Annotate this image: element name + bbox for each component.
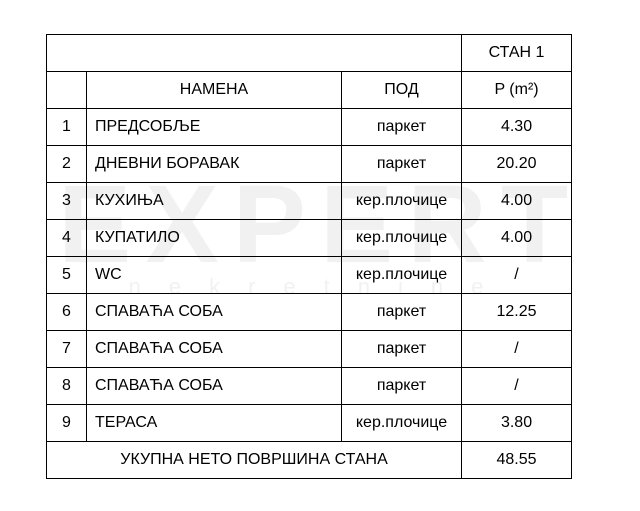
cell-name: КУПАТИЛО — [87, 220, 342, 257]
floorplan-table: СТАН 1 НАМЕНА ПОД P (m²) 1 ПРЕДСОБЉЕ пар… — [46, 34, 572, 479]
cell-floor: паркет — [342, 368, 462, 405]
cell-name: СПАВАЋА СОБА — [87, 331, 342, 368]
cell-area: 12.25 — [462, 294, 572, 331]
table-row: 4 КУПАТИЛО кер.плочице 4.00 — [47, 220, 572, 257]
cell-num: 7 — [47, 331, 87, 368]
cell-floor: паркет — [342, 331, 462, 368]
cell-num: 6 — [47, 294, 87, 331]
cell-area: 20.20 — [462, 146, 572, 183]
cell-name: ПРЕДСОБЉЕ — [87, 109, 342, 146]
total-value: 48.55 — [462, 442, 572, 479]
cell-num: 2 — [47, 146, 87, 183]
cell-num: 5 — [47, 257, 87, 294]
cell-area: 4.30 — [462, 109, 572, 146]
table-row: 5 WC кер.плочице / — [47, 257, 572, 294]
table-row: 7 СПАВАЋА СОБА паркет / — [47, 331, 572, 368]
table-row: 9 ТЕРАСА кер.плочице 3.80 — [47, 405, 572, 442]
table-row: 1 ПРЕДСОБЉЕ паркет 4.30 — [47, 109, 572, 146]
cell-num: 9 — [47, 405, 87, 442]
header-unit-name: СТАН 1 — [462, 35, 572, 72]
total-label: УКУПНА НЕТО ПОВРШИНА СТАНА — [47, 442, 462, 479]
cell-name: КУХИЊА — [87, 183, 342, 220]
cell-floor: паркет — [342, 294, 462, 331]
header-name: НАМЕНА — [87, 72, 342, 109]
cell-num: 8 — [47, 368, 87, 405]
header-area: P (m²) — [462, 72, 572, 109]
cell-floor: кер.плочице — [342, 183, 462, 220]
cell-floor: паркет — [342, 109, 462, 146]
cell-num: 4 — [47, 220, 87, 257]
cell-num: 3 — [47, 183, 87, 220]
table-row: 8 СПАВАЋА СОБА паркет / — [47, 368, 572, 405]
cell-name: СПАВАЋА СОБА — [87, 294, 342, 331]
header-num — [47, 72, 87, 109]
cell-floor: кер.плочице — [342, 405, 462, 442]
table-row: 2 ДНЕВНИ БОРАВАК паркет 20.20 — [47, 146, 572, 183]
cell-area: 3.80 — [462, 405, 572, 442]
header-blank — [47, 35, 462, 72]
cell-floor: паркет — [342, 146, 462, 183]
cell-area: / — [462, 257, 572, 294]
cell-name: ДНЕВНИ БОРАВАК — [87, 146, 342, 183]
table-header-top: СТАН 1 — [47, 35, 572, 72]
table-total-row: УКУПНА НЕТО ПОВРШИНА СТАНА 48.55 — [47, 442, 572, 479]
cell-area: / — [462, 368, 572, 405]
cell-name: ТЕРАСА — [87, 405, 342, 442]
cell-area: 4.00 — [462, 220, 572, 257]
cell-floor: кер.плочице — [342, 257, 462, 294]
table-row: 3 КУХИЊА кер.плочице 4.00 — [47, 183, 572, 220]
cell-area: / — [462, 331, 572, 368]
cell-area: 4.00 — [462, 183, 572, 220]
cell-floor: кер.плочице — [342, 220, 462, 257]
cell-name: СПАВАЋА СОБА — [87, 368, 342, 405]
table-header-cols: НАМЕНА ПОД P (m²) — [47, 72, 572, 109]
cell-name: WC — [87, 257, 342, 294]
header-floor: ПОД — [342, 72, 462, 109]
cell-num: 1 — [47, 109, 87, 146]
table-row: 6 СПАВАЋА СОБА паркет 12.25 — [47, 294, 572, 331]
